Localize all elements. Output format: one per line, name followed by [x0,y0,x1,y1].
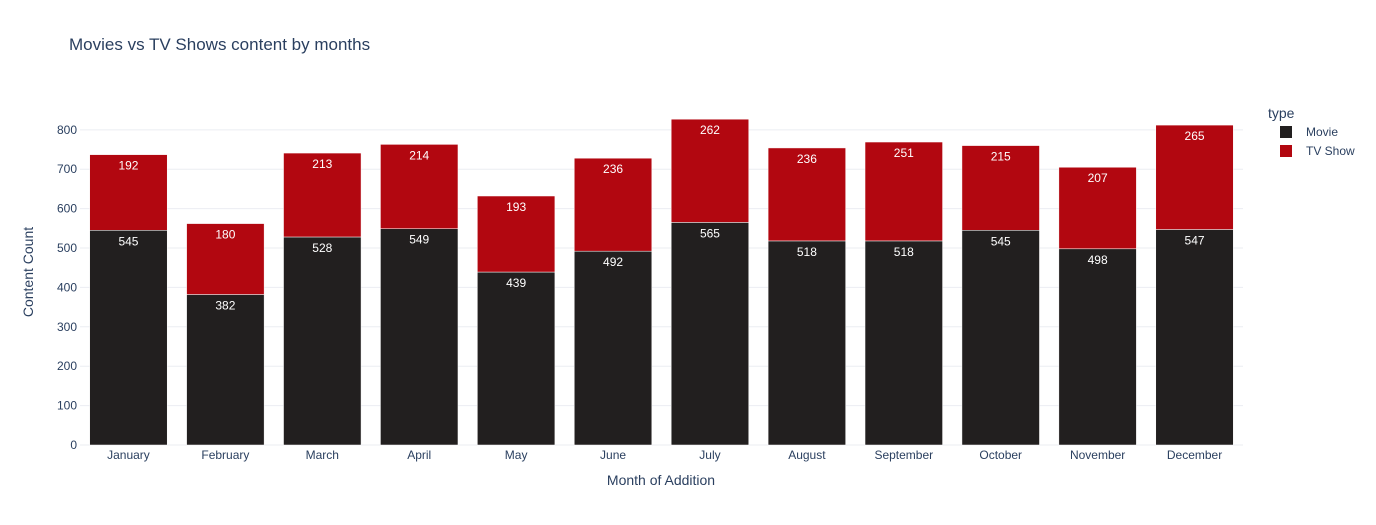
bar-movie [477,271,556,446]
bar-movie [767,240,846,446]
y-axis-title: Content Count [20,227,36,317]
bar-movie [89,230,168,446]
data-label: 382 [215,299,235,313]
data-label: 439 [506,276,526,290]
bar-movie [283,236,362,446]
data-label: 518 [797,245,817,259]
y-axis-ticks: 0 100 200 300 400 500 600 700 800 [57,123,77,452]
x-tick-label: November [1070,448,1125,462]
data-label: 545 [118,234,138,248]
bar-movie [574,250,653,446]
y-tick-label: 300 [57,320,77,334]
x-tick-label: April [407,448,431,462]
data-label: 265 [1185,129,1205,143]
legend: type Movie TV Show [1268,105,1355,158]
data-label: 192 [118,159,138,173]
bar-movie [1058,248,1137,446]
data-label: 492 [603,255,623,269]
data-label: 236 [797,152,817,166]
gridlines [80,129,1243,446]
legend-item-label: TV Show [1306,144,1355,158]
bar-movie [1155,229,1234,446]
data-label: 236 [603,162,623,176]
bar-movie [186,294,265,446]
data-label: 193 [506,200,526,214]
data-label: 565 [700,226,720,240]
legend-item-label: Movie [1306,125,1338,139]
y-tick-label: 600 [57,202,77,216]
legend-title: type [1268,105,1295,121]
x-tick-label: August [788,448,826,462]
bar-tv-show [670,118,749,223]
legend-swatch [1280,126,1292,138]
bar-tv-show [1058,166,1137,250]
y-tick-label: 400 [57,280,77,294]
data-label: 547 [1185,233,1205,247]
y-tick-label: 700 [57,162,77,176]
bar-movie [961,230,1040,446]
data-label: 214 [409,148,429,162]
bar-tv-show [89,154,168,231]
data-label: 251 [894,146,914,160]
bars [89,118,1234,446]
x-tick-label: March [306,448,339,462]
data-label: 213 [312,157,332,171]
x-tick-label: September [874,448,933,462]
x-axis-ticks: January February March April May June July Augu… [107,448,1222,462]
y-tick-label: 100 [57,399,77,413]
chart-title: Movies vs TV Shows content by months [69,35,370,54]
bar-tv-show [574,157,653,252]
x-axis-title: Month of Addition [607,472,715,488]
data-label: 545 [991,234,1011,248]
bar-tv-show [961,145,1040,231]
x-tick-label: May [505,448,528,462]
data-label: 549 [409,233,429,247]
bar-tv-show [380,144,459,229]
bar-tv-show [477,195,556,273]
data-label: 207 [1088,171,1108,185]
legend-swatch [1280,145,1292,157]
bar-movie [670,222,749,446]
data-label: 215 [991,150,1011,164]
bar-tv-show [283,152,362,238]
bar-tv-show [767,147,846,242]
data-label: 262 [700,123,720,137]
bar-labels: 545 192 382 180 528 213 549 214 439 193 492 236 565 2… [118,123,1204,312]
y-tick-label: 200 [57,359,77,373]
x-tick-label: December [1167,448,1222,462]
x-tick-label: October [979,448,1022,462]
bar-tv-show [1155,124,1234,230]
data-label: 518 [894,245,914,259]
y-tick-label: 500 [57,241,77,255]
bar-tv-show [186,223,265,295]
x-tick-label: February [201,448,249,462]
x-tick-label: June [600,448,626,462]
x-tick-label: July [699,448,720,462]
bar-tv-show [864,141,943,242]
bar-movie [380,228,459,446]
x-tick-label: January [107,448,150,462]
data-label: 528 [312,241,332,255]
data-label: 180 [215,228,235,242]
y-tick-label: 800 [57,123,77,137]
y-tick-label: 0 [70,438,77,452]
bar-movie [864,240,943,446]
data-label: 498 [1088,253,1108,267]
